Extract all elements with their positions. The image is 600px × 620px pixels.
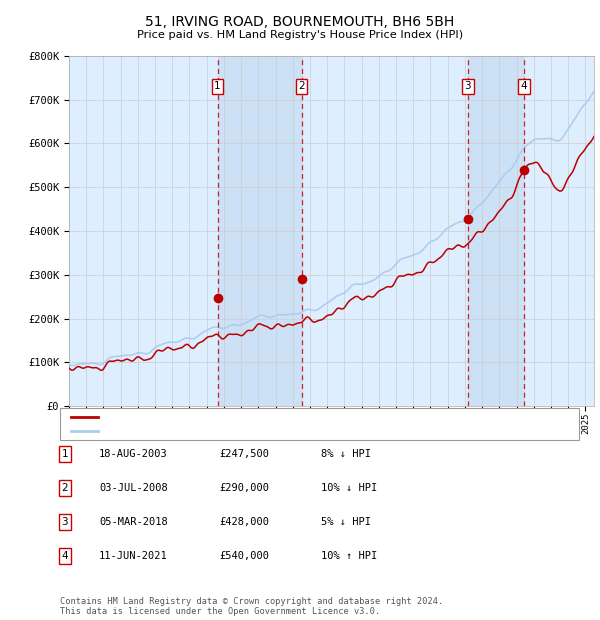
Bar xyxy=(468,56,524,406)
Text: 4: 4 xyxy=(521,81,527,92)
Text: 10% ↑ HPI: 10% ↑ HPI xyxy=(321,551,377,561)
Text: 10% ↓ HPI: 10% ↓ HPI xyxy=(321,483,377,493)
Text: 8% ↓ HPI: 8% ↓ HPI xyxy=(321,449,371,459)
Text: 2: 2 xyxy=(298,81,305,92)
Text: Price paid vs. HM Land Registry's House Price Index (HPI): Price paid vs. HM Land Registry's House … xyxy=(137,30,463,40)
Text: HPI: Average price, detached house, Bournemouth Christchurch and Poole: HPI: Average price, detached house, Bour… xyxy=(102,426,513,436)
Text: Contains HM Land Registry data © Crown copyright and database right 2024.: Contains HM Land Registry data © Crown c… xyxy=(60,597,443,606)
Text: 1: 1 xyxy=(61,449,68,459)
Text: 3: 3 xyxy=(61,517,68,527)
Text: 05-MAR-2018: 05-MAR-2018 xyxy=(99,517,168,527)
Text: 51, IRVING ROAD, BOURNEMOUTH, BH6 5BH (detached house): 51, IRVING ROAD, BOURNEMOUTH, BH6 5BH (d… xyxy=(102,412,419,422)
Text: 51, IRVING ROAD, BOURNEMOUTH, BH6 5BH: 51, IRVING ROAD, BOURNEMOUTH, BH6 5BH xyxy=(145,16,455,30)
Text: 03-JUL-2008: 03-JUL-2008 xyxy=(99,483,168,493)
Text: 1: 1 xyxy=(214,81,221,92)
Text: £290,000: £290,000 xyxy=(219,483,269,493)
Bar xyxy=(218,56,302,406)
Text: £540,000: £540,000 xyxy=(219,551,269,561)
Text: 18-AUG-2003: 18-AUG-2003 xyxy=(99,449,168,459)
Text: 5% ↓ HPI: 5% ↓ HPI xyxy=(321,517,371,527)
Text: £247,500: £247,500 xyxy=(219,449,269,459)
Text: £428,000: £428,000 xyxy=(219,517,269,527)
Text: 4: 4 xyxy=(61,551,68,561)
Text: This data is licensed under the Open Government Licence v3.0.: This data is licensed under the Open Gov… xyxy=(60,607,380,616)
Text: 11-JUN-2021: 11-JUN-2021 xyxy=(99,551,168,561)
Text: 3: 3 xyxy=(464,81,471,92)
Text: 2: 2 xyxy=(61,483,68,493)
